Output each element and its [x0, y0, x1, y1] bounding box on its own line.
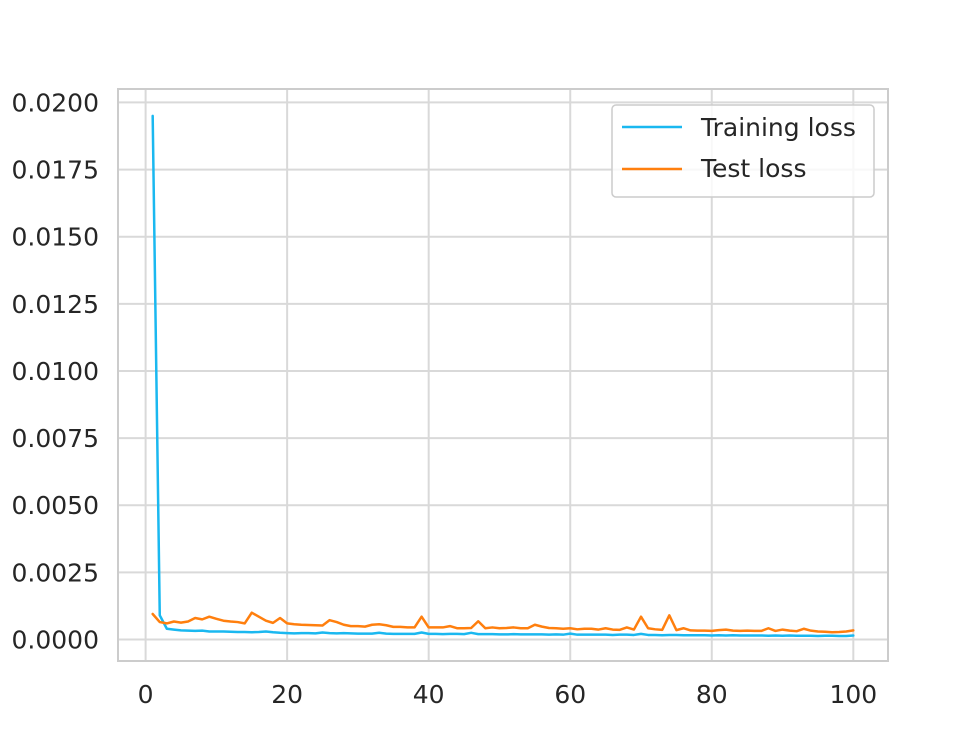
y-tick-label: 0.0150: [12, 223, 99, 252]
y-tick-label: 0.0200: [12, 88, 99, 117]
y-tick-label: 0.0050: [12, 491, 99, 520]
test-loss-line: [151, 611, 855, 634]
x-tick-label: 80: [696, 680, 728, 709]
x-tick-label: 20: [271, 680, 303, 709]
y-tick-label: 0.0175: [12, 156, 99, 185]
x-tick-label: 60: [554, 680, 586, 709]
y-tick-label: 0.0100: [12, 357, 99, 386]
y-tick-label: 0.0075: [12, 424, 99, 453]
x-axis-ticks: 0 20 40 60 80 100: [138, 680, 878, 709]
series-lines: [151, 114, 855, 638]
y-axis-ticks: 0.0000 0.0025 0.0050 0.0075 0.0100 0.0125 0.01…: [12, 88, 99, 654]
x-tick-label: 40: [413, 680, 445, 709]
y-tick-label: 0.0025: [12, 558, 99, 587]
x-tick-label: 100: [829, 680, 877, 709]
legend: Training loss Test loss: [611, 104, 875, 198]
y-tick-label: 0.0125: [12, 290, 99, 319]
x-tick-label: 0: [138, 680, 154, 709]
legend-label-training: Training loss: [700, 113, 856, 142]
plot-frame: [117, 88, 889, 662]
y-tick-label: 0.0000: [12, 626, 99, 655]
training-loss-line: [151, 114, 855, 638]
legend-label-test: Test loss: [700, 154, 806, 183]
